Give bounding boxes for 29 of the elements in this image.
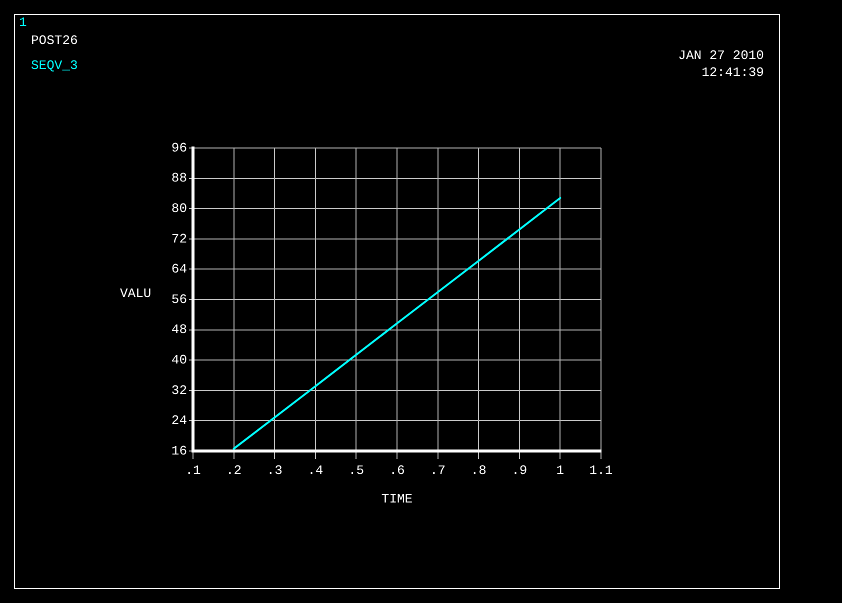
y-tick-label: 24 <box>171 413 188 428</box>
x-tick-label: 1 <box>556 463 564 478</box>
y-tick-label: 40 <box>171 352 187 368</box>
y-axis-title: VALU <box>120 286 152 301</box>
y-tick-label: 32 <box>171 382 187 398</box>
text: SEQV_3 <box>31 58 78 73</box>
text: POST26 <box>31 33 78 48</box>
x-axis-title: TIME <box>381 492 413 507</box>
y-tick-label: 72 <box>171 231 187 246</box>
x-tick-label: .1 <box>185 463 201 478</box>
text: JAN 27 2010 <box>678 48 764 63</box>
x-tick-label: .5 <box>348 463 364 478</box>
x-tick-label: .9 <box>512 463 528 478</box>
x-tick-label: .6 <box>389 463 405 478</box>
x-tick-label: .3 <box>266 463 282 478</box>
y-tick-label: 88 <box>171 170 187 186</box>
y-tick-label: 96 <box>171 140 187 156</box>
x-tick-label: 1.1 <box>589 463 613 478</box>
x-tick-label: .8 <box>470 463 486 478</box>
y-tick-label: 16 <box>171 443 187 458</box>
y-tick-label: 64 <box>171 262 188 277</box>
x-tick-label: .2 <box>226 463 242 478</box>
x-tick-label: .7 <box>430 463 446 478</box>
y-tick-label: 80 <box>171 201 187 216</box>
x-tick-label: .4 <box>308 463 324 478</box>
text: 1 <box>19 15 27 30</box>
y-tick-label: 56 <box>171 292 187 307</box>
y-tick-label: 48 <box>171 322 187 338</box>
text: 12:41:39 <box>702 65 764 80</box>
